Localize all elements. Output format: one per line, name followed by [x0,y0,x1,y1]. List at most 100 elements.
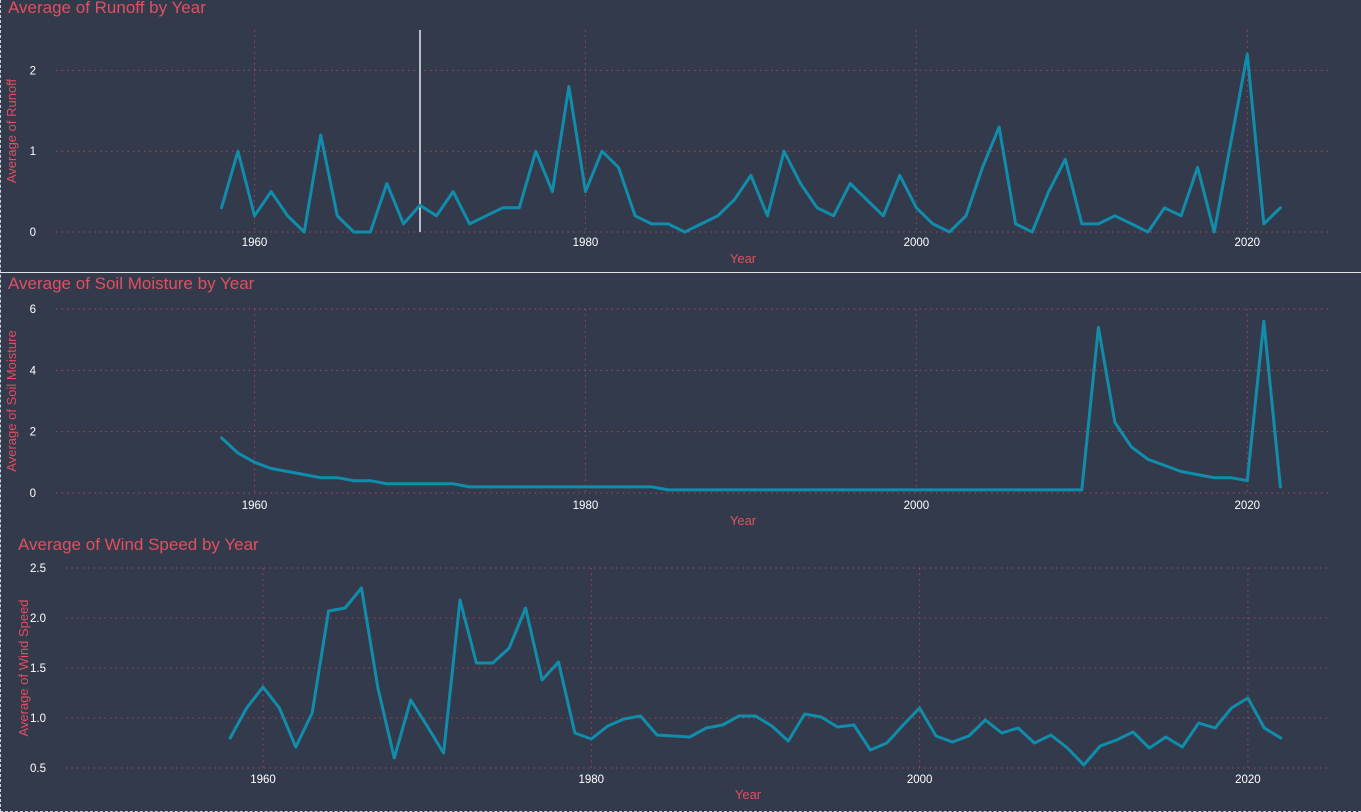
data-point[interactable] [1243,50,1251,58]
data-point[interactable] [341,604,349,612]
data-point[interactable] [681,486,689,494]
data-point[interactable] [1012,220,1020,228]
data-point[interactable] [522,604,530,612]
data-point[interactable] [879,212,887,220]
data-point[interactable] [1014,724,1022,732]
data-point[interactable] [565,483,573,491]
data-point[interactable] [1276,483,1284,491]
data-point[interactable] [433,480,441,488]
data-point[interactable] [1227,139,1235,147]
data-point[interactable] [259,683,267,691]
data-point[interactable] [548,188,556,196]
data-point[interactable] [440,749,448,757]
data-point[interactable] [1194,163,1202,171]
data-point[interactable] [1210,228,1218,236]
data-point[interactable] [399,220,407,228]
data-point[interactable] [350,477,358,485]
data-point[interactable] [1061,486,1069,494]
data-point[interactable] [251,458,259,466]
data-point[interactable] [243,704,251,712]
data-point[interactable] [995,486,1003,494]
data-point[interactable] [702,724,710,732]
data-point[interactable] [226,734,234,742]
data-point[interactable] [747,486,755,494]
data-point[interactable] [284,468,292,476]
data-point[interactable] [1012,486,1020,494]
data-point[interactable] [896,486,904,494]
data-point[interactable] [1178,743,1186,751]
data-point[interactable] [284,212,292,220]
data-point[interactable] [1162,733,1170,741]
data-point[interactable] [1045,188,1053,196]
runoff-line-chart[interactable]: 0 1 2 1960 1980 2000 2020 Year Average of Runoff [0,0,1361,272]
data-point[interactable] [499,204,507,212]
data-point[interactable] [482,483,490,491]
data-point[interactable] [866,746,874,754]
data-point[interactable] [965,732,973,740]
soil-moisture-chart-panel[interactable]: Average of Soil Moisture by Year 0 2 4 6 196… [0,273,1361,535]
data-point[interactable] [979,163,987,171]
data-point[interactable] [317,474,325,482]
data-point[interactable] [896,171,904,179]
data-point[interactable] [648,220,656,228]
series-line[interactable] [220,319,1282,492]
data-point[interactable] [598,147,606,155]
data-point[interactable] [1094,323,1102,331]
data-point[interactable] [863,486,871,494]
data-point[interactable] [1260,724,1268,732]
data-point[interactable] [1078,220,1086,228]
data-point[interactable] [472,659,480,667]
data-point[interactable] [505,644,513,652]
data-point[interactable] [466,220,474,228]
data-point[interactable] [1111,418,1119,426]
data-point[interactable] [962,212,970,220]
data-point[interactable] [813,486,821,494]
data-point[interactable] [317,131,325,139]
data-point[interactable] [916,704,924,712]
data-point[interactable] [1047,731,1055,739]
data-point[interactable] [234,147,242,155]
data-point[interactable] [834,723,842,731]
data-point[interactable] [697,486,705,494]
data-point[interactable] [300,471,308,479]
data-point[interactable] [234,449,242,457]
data-point[interactable] [850,721,858,729]
data-point[interactable] [763,486,771,494]
data-point[interactable] [962,486,970,494]
data-point[interactable] [615,483,623,491]
data-point[interactable] [217,434,225,442]
data-point[interactable] [1145,744,1153,752]
data-point[interactable] [581,188,589,196]
data-point[interactable] [714,212,722,220]
data-point[interactable] [801,710,809,718]
data-point[interactable] [433,212,441,220]
data-point[interactable] [998,729,1006,737]
data-point[interactable] [1161,461,1169,469]
data-point[interactable] [374,684,382,692]
data-point[interactable] [416,201,424,209]
data-point[interactable] [631,212,639,220]
data-point[interactable] [830,486,838,494]
data-point[interactable] [1228,704,1236,712]
data-point[interactable] [697,220,705,228]
data-point[interactable] [780,147,788,155]
data-point[interactable] [637,712,645,720]
data-point[interactable] [883,739,891,747]
data-point[interactable] [899,721,907,729]
data-point[interactable] [631,483,639,491]
data-point[interactable] [1177,212,1185,220]
data-point[interactable] [548,483,556,491]
data-point[interactable] [1243,477,1251,485]
data-point[interactable] [1195,719,1203,727]
data-point[interactable] [456,596,464,604]
data-point[interactable] [407,696,415,704]
data-point[interactable] [267,188,275,196]
data-point[interactable] [932,732,940,740]
data-point[interactable] [571,729,579,737]
series-line[interactable] [228,586,1283,767]
data-point[interactable] [482,212,490,220]
data-point[interactable] [515,204,523,212]
data-point[interactable] [538,676,546,684]
data-point[interactable] [604,722,612,730]
data-point[interactable] [554,658,562,666]
